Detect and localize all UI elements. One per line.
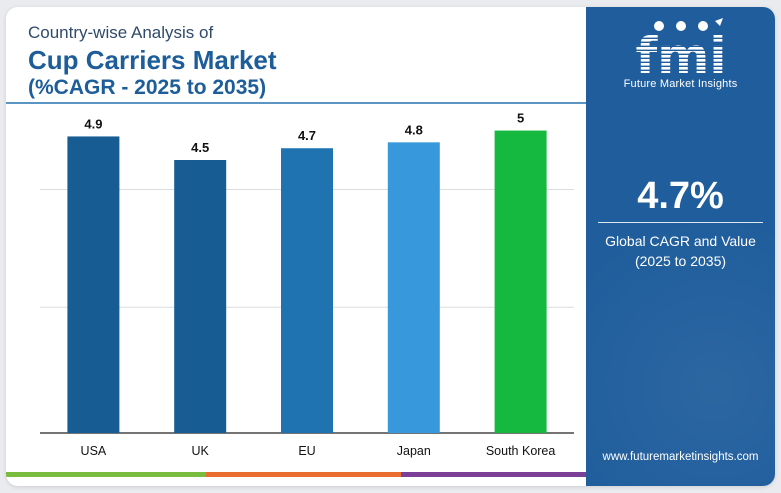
- chart-title-line-2: Cup Carriers Market: [28, 45, 277, 75]
- value-label-japan: 4.8: [405, 122, 423, 137]
- bottom-color-strip: [6, 472, 586, 477]
- chart-title-line-1: Country-wise Analysis of: [28, 23, 214, 42]
- global-cagr-label: Global CAGR and Value: [605, 233, 756, 249]
- side-panel: fmi Future Market Insights 4.7% Global C…: [586, 7, 775, 486]
- bar-uk: [174, 160, 227, 433]
- global-cagr-value: 4.7%: [637, 175, 724, 217]
- value-labels: 4.9 4.5 4.7 4.8 5: [84, 111, 524, 155]
- x-tick-labels: USA UK EU Japan South Korea: [81, 444, 556, 458]
- brand-logo: fmi Future Market Insights: [586, 15, 775, 90]
- x-tick-usa: USA: [81, 444, 107, 458]
- website-link[interactable]: www.futuremarketinsights.com: [602, 451, 759, 463]
- chart-title-line-3: (%CAGR - 2025 to 2035): [28, 76, 267, 99]
- svg-text:fmi: fmi: [635, 27, 726, 77]
- x-tick-japan: Japan: [397, 444, 431, 458]
- fmi-logo-icon: fmi: [635, 18, 726, 77]
- bar-japan: [387, 142, 440, 434]
- strip-segment-orange: [206, 472, 401, 477]
- title-divider: [6, 102, 586, 104]
- global-cagr-period: (2025 to 2035): [634, 253, 727, 269]
- bar-usa: [67, 136, 120, 433]
- brand-subtitle: Future Market Insights: [623, 78, 738, 90]
- bar-south-korea: [494, 130, 547, 434]
- bar-chart: 4.9 4.5 4.7 4.8 5 USA UK EU Japan South Korea: [40, 111, 574, 458]
- infographic-card: Country-wise Analysis of Cup Carriers Ma…: [6, 7, 775, 486]
- strip-segment-purple: [401, 472, 586, 477]
- panel-divider: [598, 222, 763, 223]
- value-label-uk: 4.5: [191, 140, 209, 155]
- x-tick-south-korea: South Korea: [486, 444, 556, 458]
- value-label-south-korea: 5: [517, 111, 524, 126]
- x-tick-eu: EU: [298, 444, 315, 458]
- value-label-eu: 4.7: [298, 128, 316, 143]
- bars: [67, 130, 547, 434]
- strip-segment-green: [6, 472, 206, 477]
- x-tick-uk: UK: [192, 444, 210, 458]
- bar-eu: [281, 148, 333, 433]
- value-label-usa: 4.9: [84, 116, 102, 131]
